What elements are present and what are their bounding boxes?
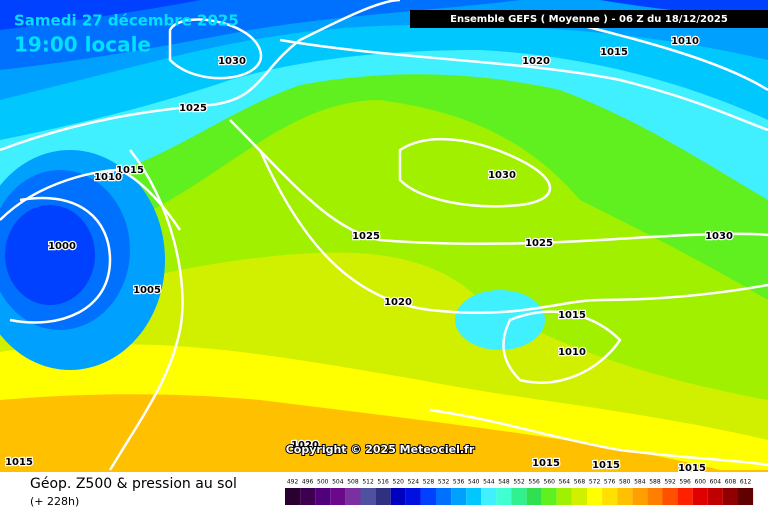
scale-label: 556 bbox=[528, 479, 540, 486]
scale-swatch bbox=[587, 488, 603, 505]
scale-swatch bbox=[466, 488, 482, 505]
scale-label: 512 bbox=[362, 479, 374, 486]
isobar-label: 1000 bbox=[48, 241, 76, 252]
isobar-labels: 1030102510151010100010051025102010301025… bbox=[4, 35, 734, 476]
isobar-label: 1025 bbox=[352, 231, 380, 242]
scale-label: 568 bbox=[574, 479, 586, 486]
scale-label: 520 bbox=[393, 479, 405, 486]
isobar-label: 1015 bbox=[116, 165, 144, 176]
scale-label: 544 bbox=[483, 479, 495, 486]
isobar-label: 1010 bbox=[558, 347, 586, 358]
isobar-label: 1010 bbox=[671, 36, 699, 47]
scale-label: 564 bbox=[559, 479, 571, 486]
scale-label: 612 bbox=[740, 479, 752, 486]
color-scale: 492 496 500 504 508 512 516 520 524 528 532 536 540 5… bbox=[285, 479, 754, 505]
scale-swatch bbox=[345, 488, 361, 505]
scale-swatch bbox=[405, 488, 421, 505]
isobar-label: 1020 bbox=[384, 297, 412, 308]
isobar-label: 1025 bbox=[179, 103, 207, 114]
isobar-label: 1030 bbox=[705, 231, 733, 242]
scale-swatch bbox=[511, 488, 527, 505]
footer-title: Géop. Z500 & pression au sol bbox=[30, 476, 237, 492]
scale-swatch bbox=[722, 488, 738, 505]
isobar-label: 1020 bbox=[291, 440, 319, 451]
scale-label: 528 bbox=[423, 479, 435, 486]
scale-swatch bbox=[436, 488, 452, 505]
isobar-label: 1015 bbox=[5, 457, 33, 468]
isobar-label: 1005 bbox=[133, 285, 161, 296]
forecast-lead: (+ 228h) bbox=[30, 495, 79, 508]
scale-label: 540 bbox=[468, 479, 480, 486]
scale-label: 548 bbox=[498, 479, 510, 486]
scale-swatch bbox=[375, 488, 391, 505]
isobar-label: 1030 bbox=[218, 56, 246, 67]
scale-label: 604 bbox=[710, 479, 722, 486]
forecast-date: Samedi 27 décembre 2025 bbox=[14, 12, 239, 30]
scale-label: 496 bbox=[302, 479, 314, 486]
copyright: Copyright © 2025 Meteociel.fr bbox=[286, 443, 475, 456]
isobar-label: 1030 bbox=[488, 170, 516, 181]
scale-swatch bbox=[602, 488, 618, 505]
scale-swatch bbox=[420, 488, 436, 505]
scale-label: 504 bbox=[332, 479, 344, 486]
scale-label: 608 bbox=[725, 479, 737, 486]
scale-swatch bbox=[300, 488, 316, 505]
scale-swatch bbox=[541, 488, 557, 505]
isobar-label: 1015 bbox=[558, 310, 586, 321]
scale-swatch bbox=[677, 488, 693, 505]
run-box bbox=[410, 10, 768, 28]
scale-label: 600 bbox=[695, 479, 707, 486]
scale-label: 592 bbox=[664, 479, 676, 486]
scale-swatch bbox=[692, 488, 708, 505]
isobar-label: 1015 bbox=[532, 458, 560, 469]
isobar-label: 1020 bbox=[522, 56, 550, 67]
scale-swatch bbox=[390, 488, 406, 505]
isobar-label: 1015 bbox=[600, 47, 628, 58]
scale-label: 492 bbox=[287, 479, 299, 486]
isobar-label: 1015 bbox=[592, 460, 620, 471]
scale-swatch bbox=[481, 488, 497, 505]
scale-swatch bbox=[285, 488, 301, 505]
scale-label: 532 bbox=[438, 479, 450, 486]
scale-swatch bbox=[571, 488, 587, 505]
scale-label: 588 bbox=[649, 479, 661, 486]
scale-swatch bbox=[647, 488, 663, 505]
forecast-time: 19:00 locale bbox=[14, 33, 151, 57]
run-info: Ensemble GEFS ( Moyenne ) - 06 Z du 18/1… bbox=[450, 14, 728, 25]
isobar-label: 1010 bbox=[94, 172, 122, 183]
scale-label: 580 bbox=[619, 479, 631, 486]
scale-swatch bbox=[738, 488, 754, 505]
scale-swatch bbox=[330, 488, 346, 505]
scale-label: 560 bbox=[544, 479, 556, 486]
scale-label: 572 bbox=[589, 479, 601, 486]
scale-label: 596 bbox=[679, 479, 691, 486]
isobars bbox=[0, 0, 768, 471]
scale-label: 524 bbox=[408, 479, 420, 486]
scale-swatch bbox=[662, 488, 678, 505]
scale-swatch bbox=[360, 488, 376, 505]
isobar-label: 1025 bbox=[525, 238, 553, 249]
scale-label: 500 bbox=[317, 479, 329, 486]
scale-swatch bbox=[315, 488, 331, 505]
scale-label: 516 bbox=[377, 479, 389, 486]
scale-swatch bbox=[707, 488, 723, 505]
scale-swatch bbox=[526, 488, 542, 505]
scale-label: 584 bbox=[634, 479, 646, 486]
scale-label: 536 bbox=[453, 479, 465, 486]
isobar-label: 1015 bbox=[678, 463, 706, 474]
scale-label: 576 bbox=[604, 479, 616, 486]
scale-swatch bbox=[556, 488, 572, 505]
scale-swatch bbox=[496, 488, 512, 505]
scale-swatch bbox=[632, 488, 648, 505]
scale-label: 552 bbox=[513, 479, 525, 486]
scale-swatch bbox=[617, 488, 633, 505]
scale-swatch bbox=[451, 488, 467, 505]
scale-label: 508 bbox=[347, 479, 359, 486]
